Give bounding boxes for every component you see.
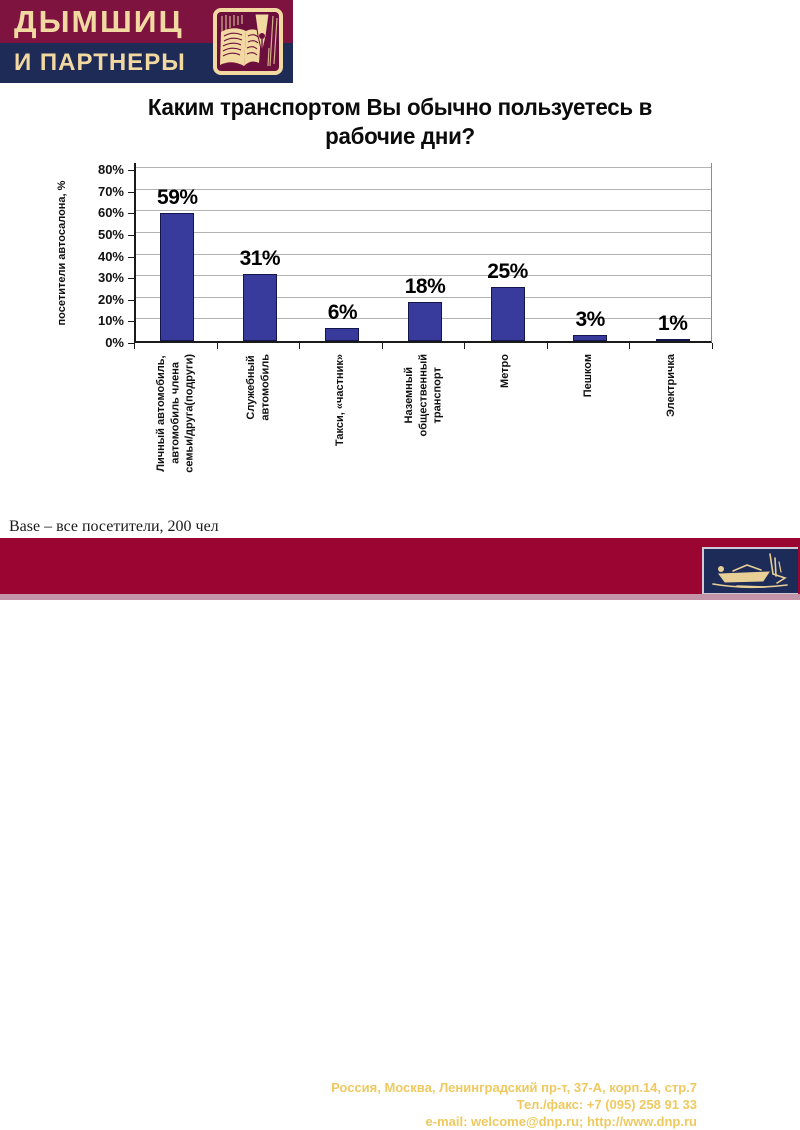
- bar-4: [408, 302, 442, 341]
- y-tick-label: 30%: [97, 270, 124, 286]
- y-axis-tick: [128, 213, 134, 215]
- y-axis-tick: [128, 299, 134, 301]
- category-cell: Наземный общественный транспорт: [382, 354, 465, 514]
- gridline: [136, 253, 711, 255]
- footer-phone: Тел./факс: +7 (095) 258 91 33: [516, 1097, 697, 1112]
- bar-value-label: 18%: [404, 275, 446, 299]
- y-tick-label: 50%: [97, 226, 124, 242]
- bar-value-label: 31%: [239, 246, 281, 270]
- gridline: [136, 275, 711, 277]
- logo-banner: ДЫМШИЦ И ПАРТНЕРЫ: [0, 0, 293, 83]
- bar-value-label: 59%: [157, 186, 198, 210]
- category-label: Такси, «частник»: [334, 354, 347, 447]
- y-axis-tick: [128, 234, 134, 236]
- base-note: Base – все посетители, 200 чел: [9, 518, 219, 535]
- bar-6: [573, 334, 608, 341]
- bar-3: [325, 328, 360, 341]
- bar-value-label: 6%: [327, 301, 358, 325]
- category-cell: Метро: [464, 354, 547, 514]
- y-axis-tick: [128, 343, 134, 344]
- engraving-icon: [702, 547, 798, 595]
- bar-1: [160, 213, 195, 341]
- y-tick-label: 40%: [97, 248, 124, 264]
- pen-and-book-icon: [213, 8, 283, 75]
- y-axis-tick: [128, 191, 134, 193]
- category-label: Пешком: [581, 354, 594, 398]
- x-axis-tick: [629, 343, 631, 349]
- footer-bottom-strip: [0, 594, 800, 600]
- bar-value-label: 25%: [487, 259, 528, 283]
- x-axis-category-labels: Личный автомобиль, автомобиль члена семь…: [134, 354, 712, 514]
- x-axis-tick: [134, 343, 135, 349]
- bar-2: [242, 273, 277, 341]
- category-cell: Электричка: [629, 354, 712, 514]
- category-label: Личный автомобиль, автомобиль члена семь…: [154, 354, 196, 473]
- gridline: [136, 296, 711, 298]
- x-axis-tick: [299, 343, 301, 349]
- y-tick-label: 70%: [97, 183, 124, 199]
- category-cell: Служебный автомобиль: [217, 354, 300, 514]
- y-axis-tick: [128, 170, 134, 171]
- y-axis-tick: [128, 256, 134, 258]
- category-label: Метро: [499, 354, 512, 388]
- category-label: Наземный общественный транспорт: [402, 354, 444, 437]
- plot-area: 59% 31% 6% 18% 25% 3% 1%: [134, 163, 712, 343]
- bar-7: [655, 338, 690, 341]
- bar-value-label: 1%: [658, 311, 688, 335]
- bar-5: [490, 286, 525, 341]
- x-axis-tick: [464, 343, 466, 349]
- footer-address: Россия, Москва, Ленинградский пр-т, 37-А…: [331, 1080, 697, 1095]
- category-cell: Такси, «частник»: [299, 354, 382, 514]
- y-axis-tick-labels: 0% 10% 20% 30% 40% 50% 60% 70% 80%: [0, 162, 124, 350]
- gridline: [136, 210, 711, 212]
- y-tick-label: 10%: [97, 313, 124, 329]
- slide-title: Каким транспортом Вы обычно пользуетесь …: [147, 94, 653, 150]
- x-axis-tick: [381, 343, 383, 349]
- y-tick-label: 0%: [105, 335, 124, 350]
- gridline: [136, 188, 711, 190]
- logo-company-name-2: И ПАРТНЕРЫ: [14, 49, 186, 76]
- category-cell: Личный автомобиль, автомобиль члена семь…: [134, 354, 217, 514]
- gridline: [136, 231, 711, 233]
- footer-bar: Россия, Москва, Ленинградский пр-т, 37-А…: [0, 538, 800, 1129]
- logo-company-name: ДЫМШИЦ: [14, 3, 184, 39]
- category-label: Служебный автомобиль: [244, 354, 271, 421]
- category-cell: Пешком: [547, 354, 630, 514]
- bar-chart: посетители автосалона, % 0% 10% 20% 30% 40% 5…: [0, 158, 800, 516]
- y-axis-tick: [128, 278, 134, 280]
- x-axis-tick: [546, 343, 548, 349]
- y-tick-label: 80%: [97, 162, 124, 177]
- footer-email-url: e-mail: welcome@dnp.ru; http://www.dnp.r…: [425, 1114, 697, 1129]
- y-tick-label: 20%: [97, 291, 124, 307]
- x-axis-tick: [712, 343, 713, 349]
- y-tick-label: 60%: [97, 205, 124, 221]
- bar-value-label: 3%: [575, 307, 605, 331]
- gridline: [136, 167, 711, 168]
- x-axis-tick: [216, 343, 218, 349]
- y-axis-tick: [128, 321, 134, 323]
- footer-contact-block: Россия, Москва, Ленинградский пр-т, 37-А…: [137, 1079, 697, 1130]
- category-label: Электричка: [664, 354, 677, 417]
